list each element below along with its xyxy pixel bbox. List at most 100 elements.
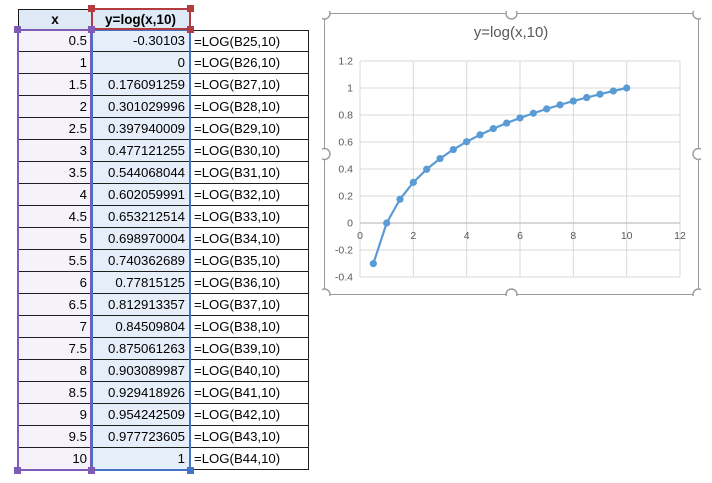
data-point-marker[interactable] [596,90,604,98]
cell-y-value[interactable]: 0.176091259 [92,74,190,96]
cell-formula[interactable]: =LOG(B40,10) [190,360,309,382]
selection-handle[interactable] [88,5,95,12]
cell-formula[interactable]: =LOG(B37,10) [190,294,309,316]
data-point-marker[interactable] [463,138,471,146]
cell-y-value[interactable]: 0.929418926 [92,382,190,404]
cell-y-value[interactable]: 0.954242509 [92,404,190,426]
column-header-x[interactable]: x [18,9,92,30]
cell-y-value[interactable]: 0 [92,52,190,74]
cell-y-value[interactable]: -0.30103 [92,30,190,52]
data-point-marker[interactable] [529,109,537,117]
selection-handle[interactable] [14,26,21,33]
cell-y-value[interactable]: 0.653212514 [92,206,190,228]
data-point-marker[interactable] [436,154,444,163]
data-point-marker[interactable] [569,97,577,105]
chart-resize-handle[interactable] [505,7,518,20]
data-point-marker[interactable] [383,219,391,227]
data-point-marker[interactable] [476,131,484,139]
chart-resize-handle[interactable] [692,147,705,161]
cell-y-value[interactable]: 0.875061263 [92,338,190,360]
cell-formula[interactable]: =LOG(B26,10) [190,52,309,74]
selection-handle[interactable] [88,26,95,33]
data-point-marker[interactable] [609,87,617,95]
cell-formula[interactable]: =LOG(B31,10) [190,162,309,184]
cell-y-value[interactable]: 0.397940009 [92,118,190,140]
chart-resize-handle[interactable] [505,288,518,301]
cell-x-value[interactable]: 0.5 [18,30,92,52]
selection-handle[interactable] [187,26,194,33]
cell-formula[interactable]: =LOG(B39,10) [190,338,309,360]
cell-formula[interactable]: =LOG(B44,10) [190,448,309,470]
cell-formula[interactable]: =LOG(B25,10) [190,30,309,52]
cell-x-value[interactable]: 2.5 [18,118,92,140]
selection-handle[interactable] [187,5,194,12]
cell-x-value[interactable]: 10 [18,448,92,470]
cell-x-value[interactable]: 4.5 [18,206,92,228]
data-point-marker[interactable] [556,101,564,109]
chart-title[interactable]: y=log(x,10) [474,24,549,41]
cell-x-value[interactable]: 4 [18,184,92,206]
cell-x-value[interactable]: 7.5 [18,338,92,360]
cell-x-value[interactable]: 9 [18,404,92,426]
cell-y-value[interactable]: 0.903089987 [92,360,190,382]
cell-formula[interactable]: =LOG(B29,10) [190,118,309,140]
cell-x-value[interactable]: 3.5 [18,162,92,184]
chart-resize-handle[interactable] [692,288,705,301]
data-point-marker[interactable] [396,195,404,203]
cell-formula[interactable]: =LOG(B28,10) [190,96,309,118]
cell-y-value[interactable]: 0.812913357 [92,294,190,316]
column-header-y[interactable]: y=log(x,10) [91,9,190,30]
cell-y-value[interactable]: 0.740362689 [92,250,190,272]
cell-y-value[interactable]: 0.477121255 [92,140,190,162]
selection-handle[interactable] [187,467,194,474]
cell-x-value[interactable]: 7 [18,316,92,338]
cell-x-value[interactable]: 1 [18,52,92,74]
cell-formula[interactable]: =LOG(B43,10) [190,426,309,448]
cell-x-value[interactable]: 5.5 [18,250,92,272]
cell-y-value[interactable]: 0.698970004 [92,228,190,250]
selection-handle[interactable] [88,467,95,474]
cell-y-value[interactable]: 1 [92,448,190,470]
cell-x-value[interactable]: 3 [18,140,92,162]
cell-formula[interactable]: =LOG(B38,10) [190,316,309,338]
cell-x-value[interactable]: 5 [18,228,92,250]
cell-y-value[interactable]: 0.77815125 [92,272,190,294]
data-point-marker[interactable] [583,93,591,102]
cell-x-value[interactable]: 8.5 [18,382,92,404]
data-point-marker[interactable] [369,260,377,268]
cell-y-value[interactable]: 0.977723605 [92,426,190,448]
data-point-marker[interactable] [489,125,497,133]
cell-x-value[interactable]: 6.5 [18,294,92,316]
cell-x-value[interactable]: 6 [18,272,92,294]
data-point-marker[interactable] [623,84,631,92]
cell-y-value[interactable]: 0.84509804 [92,316,190,338]
chart-resize-handle[interactable] [692,7,705,20]
chart-resize-handle[interactable] [318,147,331,161]
cell-y-value[interactable]: 0.301029996 [92,96,190,118]
cell-formula[interactable]: =LOG(B42,10) [190,404,309,426]
cell-formula[interactable]: =LOG(B30,10) [190,140,309,162]
cell-x-value[interactable]: 8 [18,360,92,382]
cell-x-value[interactable]: 2 [18,96,92,118]
cell-formula[interactable]: =LOG(B41,10) [190,382,309,404]
cell-x-value[interactable]: 9.5 [18,426,92,448]
data-point-marker[interactable] [449,145,457,154]
data-point-marker[interactable] [409,178,417,186]
cell-formula[interactable]: =LOG(B35,10) [190,250,309,272]
cell-y-value[interactable]: 0.544068044 [92,162,190,184]
cell-formula[interactable]: =LOG(B32,10) [190,184,309,206]
cell-x-value[interactable]: 1.5 [18,74,92,96]
data-point-marker[interactable] [543,105,551,113]
data-point-marker[interactable] [423,165,431,173]
cell-y-value[interactable]: 0.602059991 [92,184,190,206]
cell-formula[interactable]: =LOG(B36,10) [190,272,309,294]
chart-resize-handle[interactable] [318,7,331,20]
cell-formula[interactable]: =LOG(B34,10) [190,228,309,250]
chart-resize-handle[interactable] [318,288,331,301]
cell-formula[interactable]: =LOG(B33,10) [190,206,309,228]
excel-chart[interactable]: 0 2 4 6 8 10 12 -0.4 -0.2 0 0.2 0.4 0.6 0.8 1 1.2 y=log(… [318,7,705,301]
selection-handle[interactable] [14,467,21,474]
data-point-marker[interactable] [516,114,524,122]
data-point-marker[interactable] [503,119,511,127]
cell-formula[interactable]: =LOG(B27,10) [190,74,309,96]
